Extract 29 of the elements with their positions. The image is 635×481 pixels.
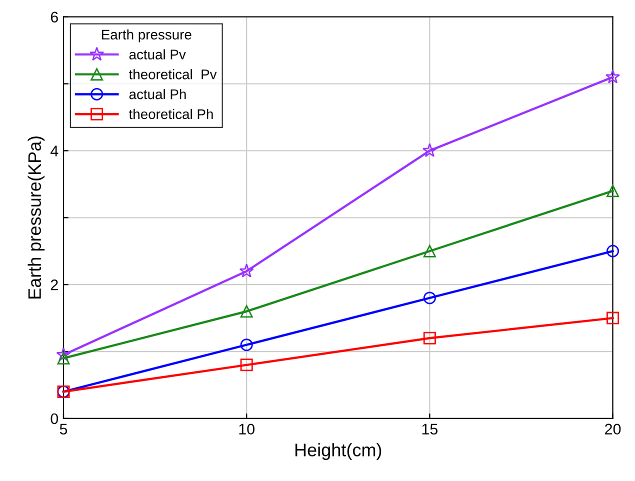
point [606,244,620,258]
point [239,264,254,278]
legend-label: theoretical Ph [128,108,213,120]
point [606,184,620,198]
y-tick-label: 0 [50,413,58,424]
y-tick-label: 2 [50,279,58,290]
x-tick-label: 20 [605,424,621,435]
y-tick-label: 4 [50,146,58,156]
legend-label: theoretical Pv [128,69,217,80]
point [240,338,253,352]
legend-label: actual Pv [129,49,186,60]
point [57,352,70,364]
x-tick-label: 5 [60,424,68,435]
legend-title: Earth pressure [102,29,192,42]
x-tick-label: 10 [239,424,254,435]
point [240,305,253,318]
x-axis-title: Height(cm) [295,443,382,460]
point [56,347,71,362]
point [240,358,253,372]
legend-label: actual Ph [129,89,186,100]
point [423,244,436,258]
y-tick-label: 6 [50,12,58,23]
point [606,312,620,324]
point [423,292,436,304]
y-axis-title: Earth pressure(KPa) [28,136,45,298]
point [605,69,620,84]
x-tick-label: 15 [422,424,438,435]
point [422,143,437,158]
point [423,332,436,344]
